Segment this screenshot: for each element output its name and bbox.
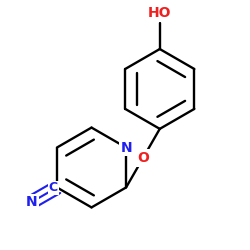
Text: C: C [49,182,58,194]
Text: HO: HO [148,6,172,20]
Text: N: N [26,195,37,209]
Text: N: N [120,140,132,154]
Text: O: O [137,151,149,165]
